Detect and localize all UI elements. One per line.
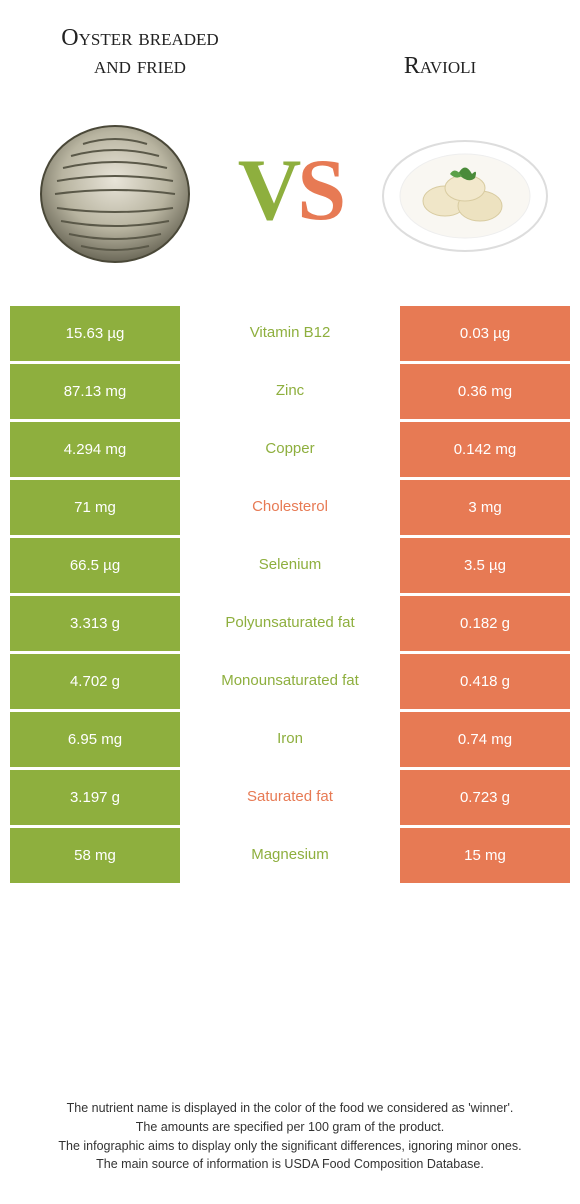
value-left: 4.702 g [10, 654, 180, 709]
value-right: 0.36 mg [400, 364, 570, 419]
vs-v: V [238, 142, 298, 239]
value-left: 66.5 µg [10, 538, 180, 593]
nutrient-label: Monounsaturated fat [180, 654, 400, 709]
nutrient-label: Copper [180, 422, 400, 477]
nutrient-row: 4.702 gMonounsaturated fat0.418 g [10, 654, 570, 709]
nutrient-row: 3.313 gPolyunsaturated fat0.182 g [10, 596, 570, 651]
hero-row: VS [0, 91, 580, 306]
nutrient-row: 87.13 mgZinc0.36 mg [10, 364, 570, 419]
nutrient-table: 15.63 µgVitamin B120.03 µg87.13 mgZinc0.… [10, 306, 570, 883]
nutrient-row: 66.5 µgSelenium3.5 µg [10, 538, 570, 593]
nutrient-row: 6.95 mgIron0.74 mg [10, 712, 570, 767]
value-left: 6.95 mg [10, 712, 180, 767]
value-right: 0.723 g [400, 770, 570, 825]
nutrient-label: Iron [180, 712, 400, 767]
value-right: 0.142 mg [400, 422, 570, 477]
value-left: 15.63 µg [10, 306, 180, 361]
footer-line: The infographic aims to display only the… [20, 1137, 560, 1156]
nutrient-row: 15.63 µgVitamin B120.03 µg [10, 306, 570, 361]
value-right: 3 mg [400, 480, 570, 535]
footer-notes: The nutrient name is displayed in the co… [0, 1099, 580, 1174]
vs-s: S [297, 142, 342, 239]
vs-label: VS [238, 140, 343, 241]
value-left: 87.13 mg [10, 364, 180, 419]
nutrient-label: Vitamin B12 [180, 306, 400, 361]
nutrient-row: 71 mgCholesterol3 mg [10, 480, 570, 535]
nutrient-row: 4.294 mgCopper0.142 mg [10, 422, 570, 477]
nutrient-label: Selenium [180, 538, 400, 593]
oyster-image [30, 106, 200, 276]
nutrient-label: Zinc [180, 364, 400, 419]
value-right: 15 mg [400, 828, 570, 883]
nutrient-label: Magnesium [180, 828, 400, 883]
value-left: 4.294 mg [10, 422, 180, 477]
value-right: 0.418 g [400, 654, 570, 709]
value-left: 58 mg [10, 828, 180, 883]
nutrient-label: Cholesterol [180, 480, 400, 535]
value-left: 3.197 g [10, 770, 180, 825]
value-right: 0.03 µg [400, 306, 570, 361]
nutrient-label: Polyunsaturated fat [180, 596, 400, 651]
footer-line: The main source of information is USDA F… [20, 1155, 560, 1174]
title-right: Ravioli [340, 53, 540, 81]
nutrient-row: 3.197 gSaturated fat0.723 g [10, 770, 570, 825]
title-left: Oyster breaded and fried [40, 25, 240, 81]
ravioli-image [380, 106, 550, 276]
titles-row: Oyster breaded and fried Ravioli [0, 0, 580, 91]
nutrient-row: 58 mgMagnesium15 mg [10, 828, 570, 883]
footer-line: The amounts are specified per 100 gram o… [20, 1118, 560, 1137]
value-left: 71 mg [10, 480, 180, 535]
value-right: 0.182 g [400, 596, 570, 651]
value-right: 0.74 mg [400, 712, 570, 767]
value-left: 3.313 g [10, 596, 180, 651]
footer-line: The nutrient name is displayed in the co… [20, 1099, 560, 1118]
nutrient-label: Saturated fat [180, 770, 400, 825]
value-right: 3.5 µg [400, 538, 570, 593]
